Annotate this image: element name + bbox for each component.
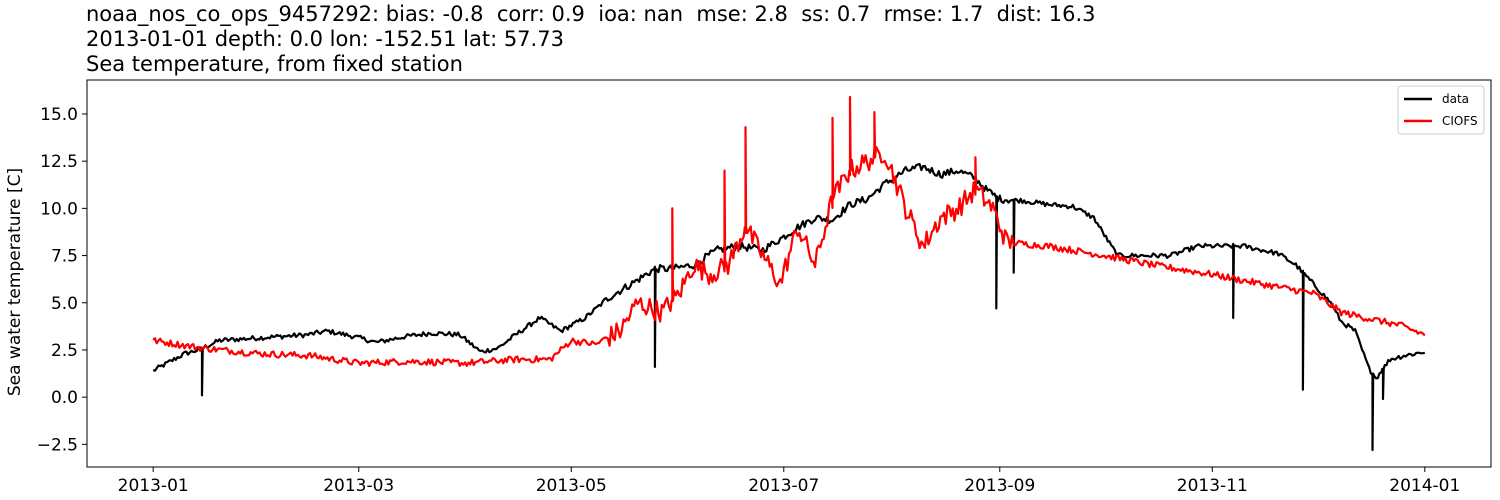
y-tick-label: 15.0 bbox=[40, 105, 78, 125]
legend-label-data: data bbox=[1442, 92, 1469, 106]
y-tick-label: 12.5 bbox=[40, 152, 78, 172]
title-line-2: 2013-01-01 depth: 0.0 lon: -152.51 lat: … bbox=[86, 27, 564, 51]
y-tick-label: 5.0 bbox=[51, 294, 78, 314]
x-tick-label: 2013-07 bbox=[748, 476, 819, 496]
x-tick-label: 2013-03 bbox=[323, 476, 394, 496]
chart-title: noaa_nos_co_ops_9457292: bias: -0.8 corr… bbox=[86, 2, 1096, 77]
x-tick-label: 2014-01 bbox=[1389, 476, 1460, 496]
title-line-1: noaa_nos_co_ops_9457292: bias: -0.8 corr… bbox=[86, 2, 1096, 26]
title-line-3: Sea temperature, from fixed station bbox=[86, 52, 463, 76]
y-axis-label: Sea water temperature [C] bbox=[5, 168, 25, 396]
x-tick-label: 2013-11 bbox=[1177, 476, 1248, 496]
series-line-data bbox=[152, 163, 1426, 452]
legend-label-ciofs: CIOFS bbox=[1442, 114, 1478, 128]
series-layer bbox=[152, 95, 1426, 452]
x-tick-label: 2013-05 bbox=[536, 476, 607, 496]
y-tick-label: 7.5 bbox=[51, 247, 78, 267]
y-tick-label: 2.5 bbox=[51, 341, 78, 361]
plot-frame bbox=[86, 79, 1492, 468]
axes: 2013-01 2013-03 2013-05 2013-07 2013-09 2013-… bbox=[37, 79, 1492, 496]
y-tick-label: 0.0 bbox=[51, 388, 78, 408]
y-tick-label: 10.0 bbox=[40, 199, 78, 219]
y-tick-label: −2.5 bbox=[37, 435, 78, 455]
series-line-ciofs bbox=[152, 95, 1426, 367]
legend: data CIOFS bbox=[1397, 85, 1485, 135]
x-tick-label: 2013-09 bbox=[964, 476, 1035, 496]
x-tick-label: 2013-01 bbox=[118, 476, 189, 496]
